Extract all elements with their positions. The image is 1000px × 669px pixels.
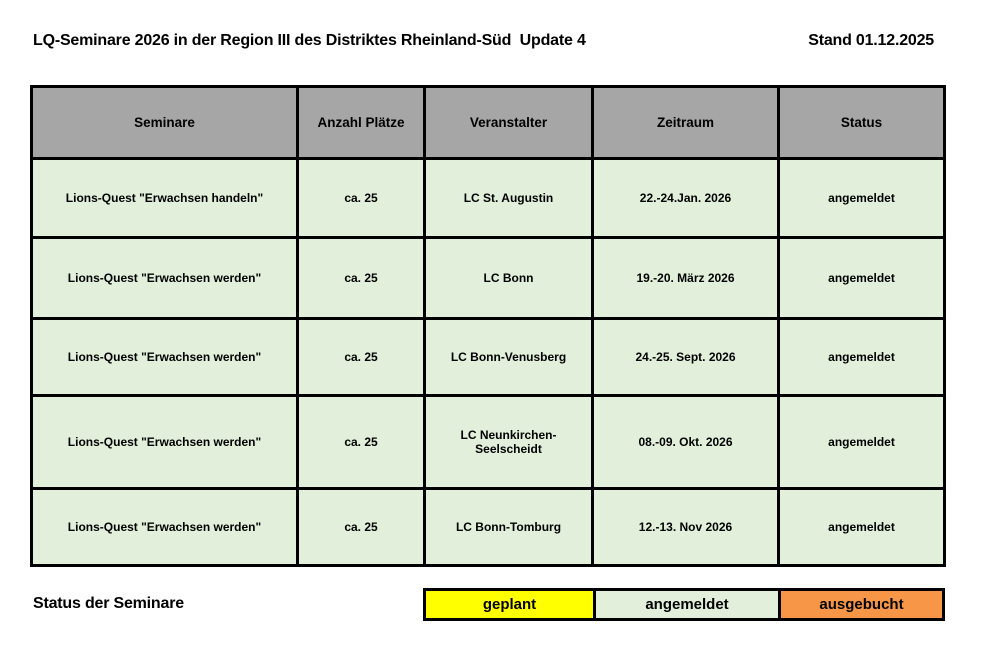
cell-seminar: Lions-Quest "Erwachsen handeln": [30, 157, 299, 239]
legend-item-angemeldet: angemeldet: [593, 591, 778, 618]
table-row: Lions-Quest "Erwachsen werden" ca. 25 LC…: [30, 317, 946, 397]
table-row: Lions-Quest "Erwachsen werden" ca. 25 LC…: [30, 487, 946, 567]
header-seminare: Seminare: [30, 85, 299, 160]
legend-item-geplant: geplant: [426, 591, 593, 618]
cell-seminar: Lions-Quest "Erwachsen werden": [30, 317, 299, 397]
header-anzahl-plaetze: Anzahl Plätze: [296, 85, 426, 160]
status-legend: geplant angemeldet ausgebucht: [423, 588, 945, 621]
header-zeitraum: Zeitraum: [591, 85, 780, 160]
header-status: Status: [777, 85, 946, 160]
cell-veranstalter: LC Bonn-Venusberg: [423, 317, 594, 397]
table-row: Lions-Quest "Erwachsen handeln" ca. 25 L…: [30, 157, 946, 239]
cell-status: angemeldet: [777, 236, 946, 320]
cell-plaetze: ca. 25: [296, 394, 426, 490]
table-header-row: Seminare Anzahl Plätze Veranstalter Zeit…: [30, 85, 946, 160]
table-row: Lions-Quest "Erwachsen werden" ca. 25 LC…: [30, 236, 946, 320]
cell-status: angemeldet: [777, 317, 946, 397]
cell-status: angemeldet: [777, 487, 946, 567]
seminar-table: Seminare Anzahl Plätze Veranstalter Zeit…: [30, 85, 946, 567]
header-veranstalter: Veranstalter: [423, 85, 594, 160]
cell-seminar: Lions-Quest "Erwachsen werden": [30, 394, 299, 490]
legend-item-ausgebucht: ausgebucht: [778, 591, 942, 618]
cell-status: angemeldet: [777, 394, 946, 490]
cell-zeitraum: 24.-25. Sept. 2026: [591, 317, 780, 397]
cell-zeitraum: 19.-20. März 2026: [591, 236, 780, 320]
cell-veranstalter: LC Bonn-Tomburg: [423, 487, 594, 567]
table-row: Lions-Quest "Erwachsen werden" ca. 25 LC…: [30, 394, 946, 490]
cell-seminar: Lions-Quest "Erwachsen werden": [30, 487, 299, 567]
cell-plaetze: ca. 25: [296, 317, 426, 397]
cell-veranstalter: LC St. Augustin: [423, 157, 594, 239]
cell-zeitraum: 08.-09. Okt. 2026: [591, 394, 780, 490]
cell-zeitraum: 22.-24.Jan. 2026: [591, 157, 780, 239]
cell-zeitraum: 12.-13. Nov 2026: [591, 487, 780, 567]
legend-title: Status der Seminare: [33, 595, 184, 612]
cell-plaetze: ca. 25: [296, 487, 426, 567]
page-title: LQ-Seminare 2026 in der Region III des D…: [33, 32, 586, 49]
cell-plaetze: ca. 25: [296, 157, 426, 239]
cell-status: angemeldet: [777, 157, 946, 239]
cell-veranstalter: LC Neunkirchen-Seelscheidt: [423, 394, 594, 490]
cell-plaetze: ca. 25: [296, 236, 426, 320]
cell-veranstalter: LC Bonn: [423, 236, 594, 320]
stand-date: Stand 01.12.2025: [808, 32, 934, 49]
cell-seminar: Lions-Quest "Erwachsen werden": [30, 236, 299, 320]
